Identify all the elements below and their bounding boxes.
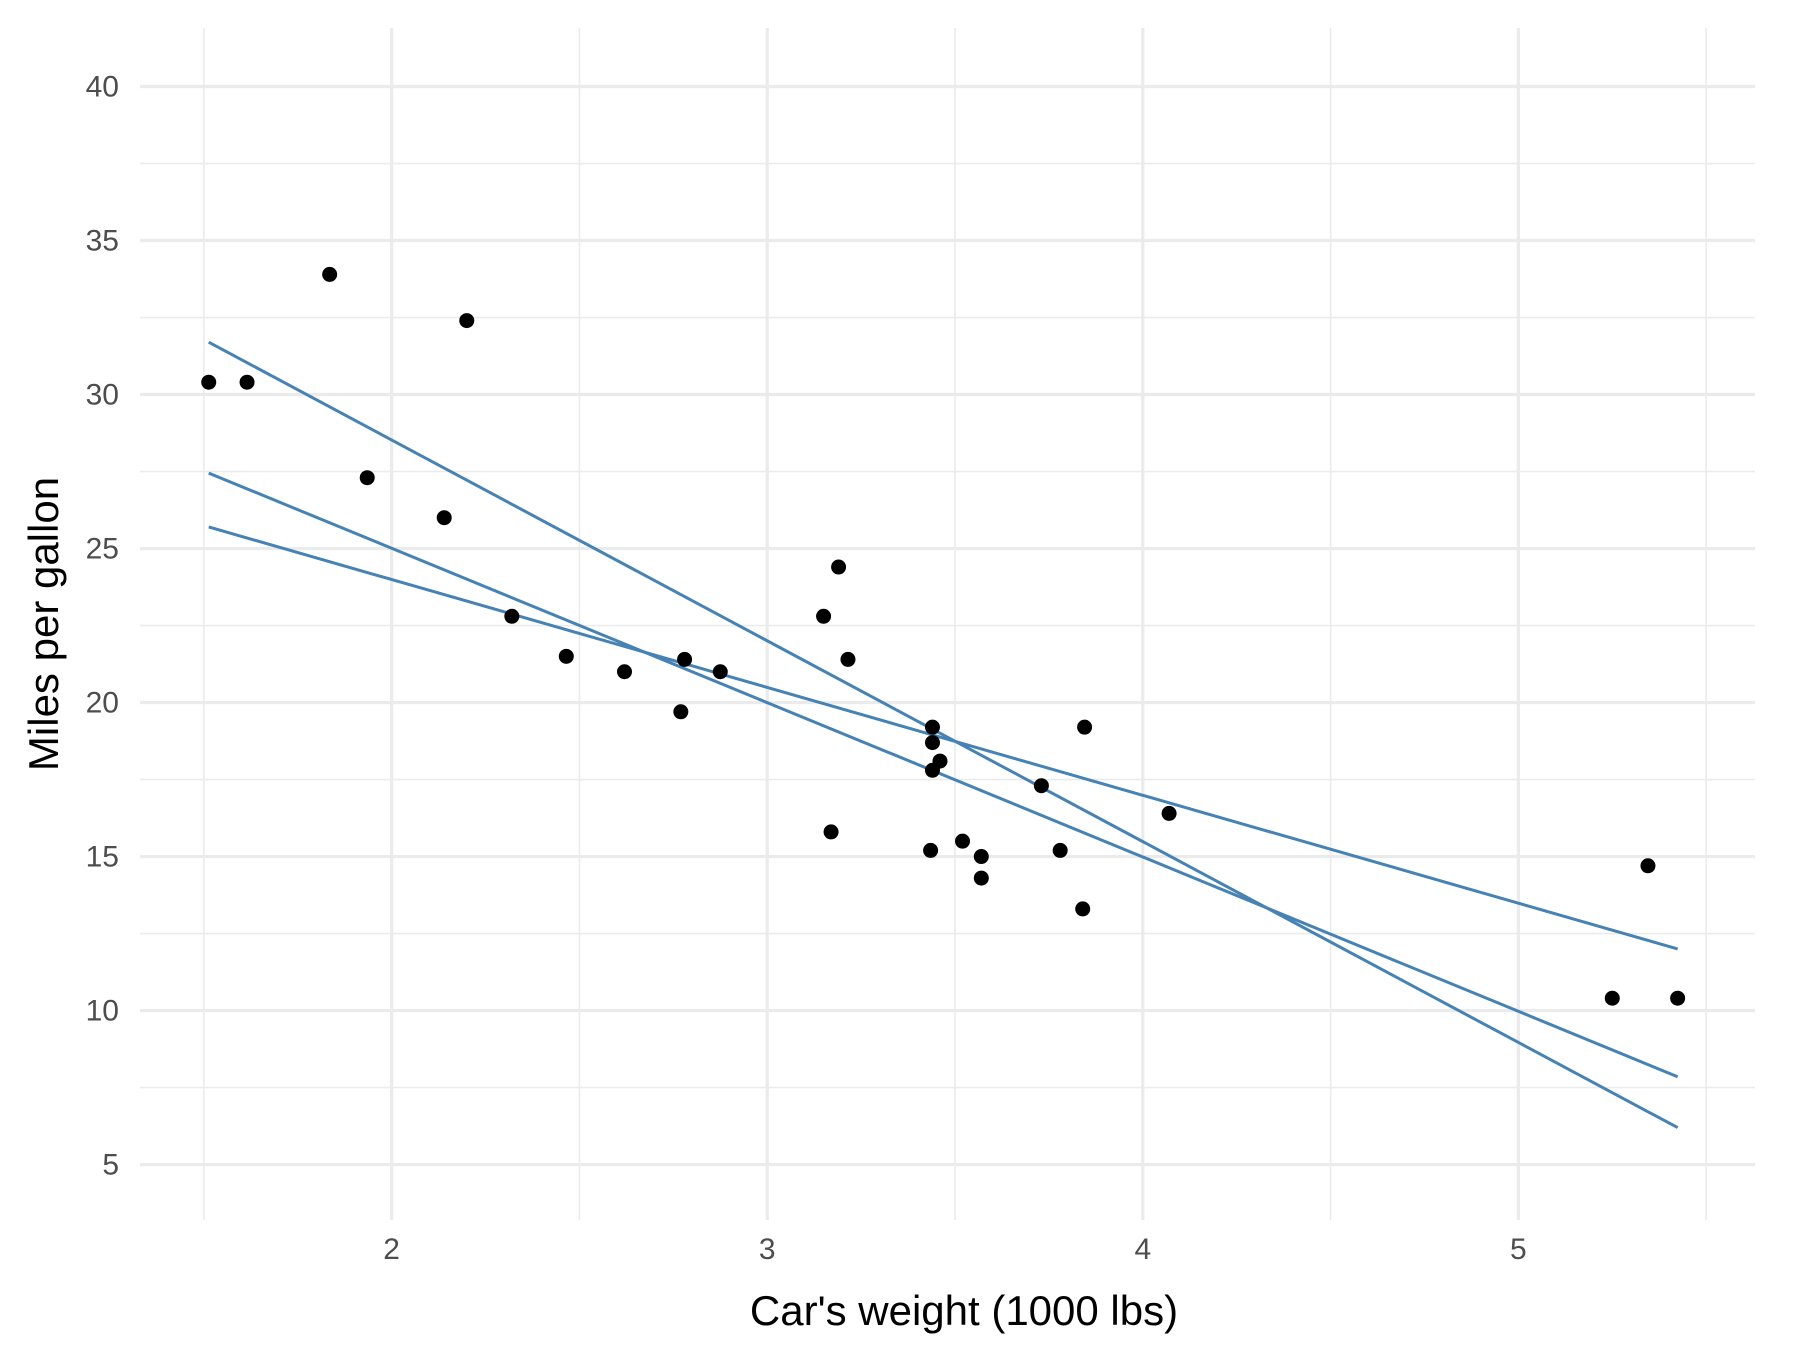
data-point <box>673 704 689 720</box>
y-tick-label: 40 <box>86 71 119 104</box>
regression-line <box>208 525 1679 951</box>
data-point <box>1604 990 1620 1006</box>
y-tick-label: 10 <box>86 995 119 1028</box>
regression-line <box>208 340 1679 1129</box>
data-point <box>201 374 217 390</box>
data-point <box>558 648 574 664</box>
data-point <box>1052 842 1068 858</box>
x-tick-label: 5 <box>1510 1233 1527 1266</box>
x-tick-label: 4 <box>1134 1233 1151 1266</box>
y-tick-label: 25 <box>86 533 119 566</box>
y-tick-label: 30 <box>86 379 119 412</box>
data-point <box>504 608 520 624</box>
data-point <box>322 266 338 282</box>
data-point <box>1033 778 1049 794</box>
y-tick-label: 20 <box>86 687 119 720</box>
x-axis-title: Car's weight (1000 lbs) <box>750 1287 1178 1334</box>
data-point <box>359 470 375 486</box>
data-point <box>617 664 632 680</box>
y-tick-label: 15 <box>86 841 119 874</box>
data-point <box>436 510 452 526</box>
data-point <box>923 842 939 858</box>
data-points <box>201 266 1686 1006</box>
regression-lines <box>208 340 1679 1129</box>
data-point <box>924 719 940 735</box>
data-point <box>1670 990 1686 1006</box>
data-point <box>840 651 856 667</box>
data-point <box>459 313 475 329</box>
x-axis-tick-labels: 2 3 4 5 <box>383 1233 1526 1266</box>
data-point <box>973 849 989 865</box>
minor-gridlines <box>140 28 1755 1220</box>
data-point <box>677 651 693 667</box>
data-point <box>973 870 989 886</box>
major-gridlines <box>140 28 1755 1220</box>
y-tick-label: 5 <box>102 1149 119 1182</box>
data-point <box>712 664 728 680</box>
data-point <box>1077 719 1093 735</box>
y-axis-tick-labels: 5 10 15 20 25 30 35 40 <box>86 71 119 1182</box>
data-point <box>816 608 832 624</box>
x-tick-label: 2 <box>383 1233 400 1266</box>
data-point <box>823 824 839 840</box>
data-point <box>831 559 847 575</box>
y-tick-label: 35 <box>86 225 119 258</box>
data-point <box>1161 805 1177 821</box>
data-point <box>239 374 255 390</box>
data-point <box>932 753 948 769</box>
x-tick-label: 3 <box>759 1233 776 1266</box>
data-point <box>1075 901 1091 917</box>
y-axis-title: Miles per gallon <box>20 477 67 771</box>
data-point <box>1640 858 1656 874</box>
data-point <box>955 833 971 849</box>
data-point <box>924 735 940 751</box>
regression-line <box>208 471 1679 1079</box>
